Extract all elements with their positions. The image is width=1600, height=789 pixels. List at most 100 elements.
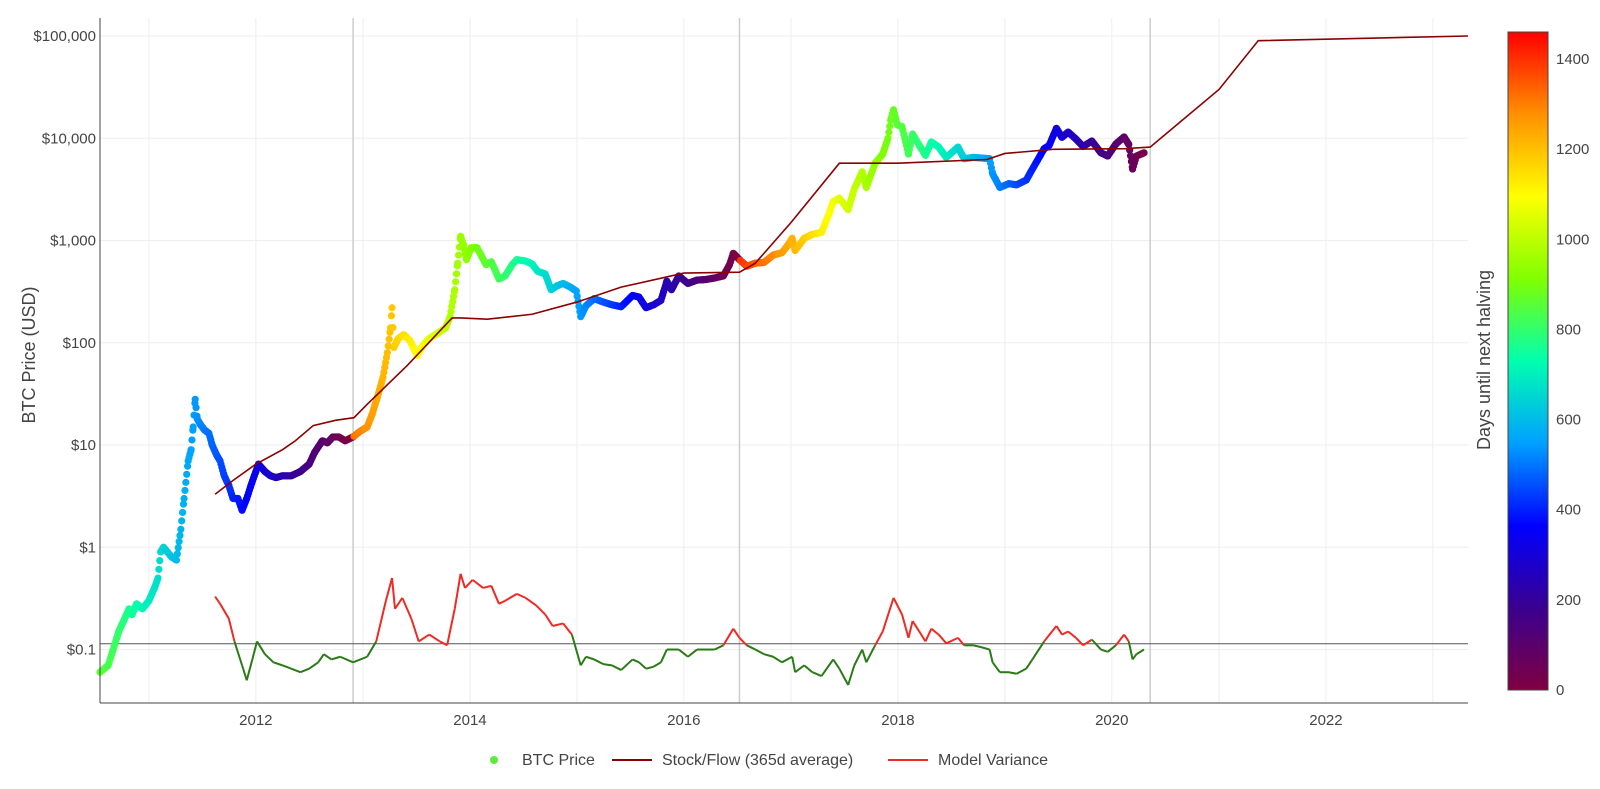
- y-axis-title: BTC Price (USD): [19, 286, 39, 423]
- model-variance-segment: [251, 641, 258, 660]
- model-variance-segment: [504, 593, 518, 602]
- price-marker: [452, 270, 461, 278]
- price-marker: [179, 500, 188, 508]
- model-variance-segment: [847, 665, 856, 686]
- model-variance-segment: [516, 592, 527, 599]
- price-marker: [183, 470, 191, 478]
- model-variance-segment: [227, 618, 236, 642]
- model-variance-segment: [907, 620, 914, 639]
- model-variance-segment: [1067, 630, 1077, 639]
- price-marker: [192, 404, 200, 412]
- price-marker: [178, 517, 186, 525]
- model-variance-segment: [803, 664, 814, 673]
- price-marker: [1125, 140, 1133, 149]
- price-marker: [181, 486, 189, 495]
- stock-to-flow-series: [214, 35, 1469, 495]
- colorbar-tick-labels: 0 200 400 600 800 1000 1200 1400: [1556, 51, 1589, 699]
- price-marker: [388, 304, 396, 312]
- model-variance-segment: [892, 597, 903, 615]
- model-variance-segment: [794, 664, 805, 674]
- price-marker: [191, 395, 199, 403]
- model-variance-segment: [1091, 638, 1102, 651]
- legend-item-model-variance[interactable]: Model Variance: [888, 752, 1048, 769]
- model-variance-segment: [911, 620, 921, 633]
- price-marker: [452, 278, 460, 286]
- colorbar-tick-label: 0: [1556, 682, 1564, 699]
- price-marker: [180, 494, 188, 503]
- model-variance-segment: [1135, 648, 1145, 656]
- model-variance-segment: [603, 663, 613, 667]
- model-variance-segment: [535, 604, 546, 616]
- price-marker: [179, 508, 187, 517]
- model-variance-segment: [290, 667, 301, 674]
- model-variance-segment: [241, 665, 248, 681]
- price-marker: [389, 324, 397, 332]
- legend-marker-btc-price: [490, 756, 498, 764]
- model-variance-segment: [1025, 658, 1034, 670]
- model-variance-segment: [464, 579, 474, 589]
- plot-axes: [99, 18, 1468, 704]
- price-marker: [176, 531, 184, 540]
- y-tick-label: $100,000: [33, 28, 96, 45]
- model-variance-segment: [832, 658, 841, 670]
- model-variance-segment: [394, 597, 404, 610]
- y-axis-tick-labels: $100,000 $10,000 $1,000 $100 $10 $1 $0.1: [33, 28, 96, 659]
- price-marker: [173, 550, 181, 558]
- price-marker: [182, 478, 190, 486]
- price-marker: [384, 342, 392, 350]
- model-variance-segment: [401, 597, 413, 620]
- legend-item-btc-price[interactable]: BTC Price: [490, 752, 595, 769]
- x-tick-label: 2014: [453, 712, 486, 729]
- price-marker: [1126, 152, 1135, 160]
- model-variance-segment: [981, 646, 990, 651]
- model-variance-segment: [812, 671, 822, 678]
- price-marker: [385, 335, 393, 343]
- price-marker: [172, 556, 181, 564]
- model-variance-segment: [957, 637, 965, 646]
- model-variance-segment: [1061, 630, 1069, 636]
- model-variance-segment: [1016, 667, 1027, 675]
- colorbar-tick-label: 1000: [1556, 231, 1589, 248]
- model-variance-segment: [620, 658, 634, 671]
- price-marker: [1140, 149, 1148, 157]
- legend[interactable]: BTC Price Stock/Flow (365d average) Mode…: [490, 752, 1048, 769]
- model-variance-segment: [339, 655, 354, 664]
- legend-label-model-variance: Model Variance: [938, 752, 1048, 769]
- price-marker: [886, 122, 894, 130]
- colorbar-tick-label: 1400: [1556, 51, 1589, 68]
- model-variance-segment: [317, 653, 325, 663]
- model-variance-segment: [820, 658, 835, 677]
- model-variance-series: [214, 573, 1145, 686]
- model-variance-segment: [865, 644, 876, 663]
- model-variance-segment: [1082, 638, 1093, 647]
- model-variance-segment: [791, 656, 797, 673]
- legend-item-stock-to-flow[interactable]: Stock/Flow (365d average): [612, 752, 853, 769]
- model-variance-segment: [861, 649, 868, 663]
- model-variance-segment: [245, 659, 254, 681]
- model-variance-segment: [1031, 640, 1045, 660]
- legend-label-stock-to-flow: Stock/Flow (365d average): [662, 752, 853, 769]
- model-variance-segment: [722, 628, 735, 646]
- model-variance-segment: [219, 603, 230, 620]
- model-variance-segment: [439, 640, 448, 647]
- halving-lines: [352, 18, 1151, 703]
- model-variance-segment: [918, 630, 927, 642]
- price-marker: [189, 423, 197, 431]
- model-variance-segment: [754, 648, 765, 656]
- model-variance-segment: [375, 600, 387, 642]
- model-variance-segment: [1107, 644, 1117, 653]
- model-variance-segment: [1008, 671, 1017, 675]
- colorbar-tick-label: 200: [1556, 592, 1581, 609]
- model-variance-segment: [772, 655, 783, 664]
- model-variance-segment: [410, 618, 420, 642]
- price-marker: [174, 544, 182, 552]
- model-variance-segment: [653, 661, 662, 668]
- model-variance-segment: [482, 584, 492, 589]
- price-marker: [383, 349, 391, 357]
- model-variance-segment: [781, 655, 793, 664]
- model-variance-segment: [973, 644, 983, 649]
- model-variance-segment: [562, 622, 573, 636]
- x-axis-tick-labels: 2012 2014 2016 2018 2020 2022: [239, 712, 1342, 729]
- model-variance-segment: [256, 640, 266, 655]
- y-tick-label: $10: [71, 437, 96, 454]
